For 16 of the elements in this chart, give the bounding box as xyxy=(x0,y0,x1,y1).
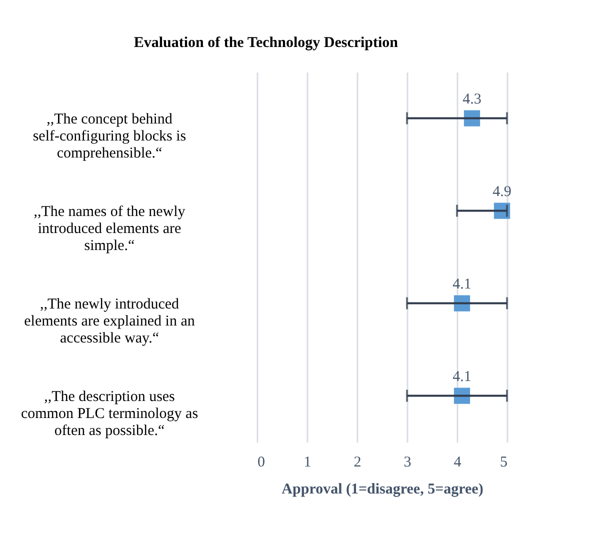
data-label: 4.3 xyxy=(462,91,482,108)
chart-title: Evaluation of the Technology Description xyxy=(134,35,399,51)
data-label: 4.1 xyxy=(452,368,472,385)
x-axis-title: Approval (1=disagree, 5=agree) xyxy=(282,482,484,498)
x-tick-label: 3 xyxy=(404,454,412,470)
x-tick-label: 4 xyxy=(454,454,462,470)
y-tick-label: ,,The names of the newly introduced elements are simple.“ xyxy=(34,204,186,254)
y-tick-label: ,,The concept behind self-configuring blocks is comprehensible.“ xyxy=(32,111,186,162)
data-label: 4.1 xyxy=(452,276,472,292)
x-tick-label: 2 xyxy=(354,454,362,470)
x-tick-label: 5 xyxy=(500,454,508,470)
data-label: 4.9 xyxy=(492,184,512,200)
y-tick-label: ,,The description uses common PLC terminology as often as possible.“ xyxy=(20,388,198,439)
x-tick-label: 0 xyxy=(258,454,265,470)
x-tick-label: 1 xyxy=(304,454,312,470)
y-tick-label: ,,The newly introduced elements are explained in an accessible way.“ xyxy=(24,296,196,346)
